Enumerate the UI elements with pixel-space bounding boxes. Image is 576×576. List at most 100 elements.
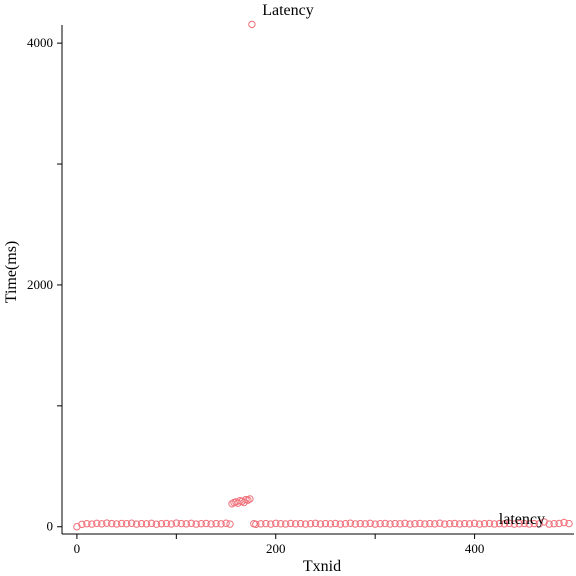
data-point	[555, 519, 563, 528]
data-point	[321, 519, 330, 528]
data-point	[356, 519, 364, 528]
data-point	[331, 519, 340, 528]
x-tick-label: 0	[74, 541, 81, 556]
data-point	[127, 519, 136, 527]
data-point	[296, 519, 305, 528]
data-point	[510, 520, 519, 528]
data-point	[525, 520, 533, 528]
data-point	[341, 520, 350, 528]
data-point	[565, 519, 573, 528]
data-point	[226, 520, 234, 528]
data-point	[470, 519, 479, 528]
data-point	[455, 520, 464, 528]
data-point	[336, 520, 345, 528]
data-point	[108, 519, 116, 528]
data-point	[411, 520, 419, 528]
y-tick-label: 4000	[27, 35, 53, 50]
data-point	[381, 519, 389, 528]
legend-entry-latency: latency	[499, 511, 545, 528]
data-point	[117, 519, 126, 528]
data-point	[441, 520, 449, 528]
data-point	[162, 519, 171, 528]
data-point	[351, 520, 359, 528]
data-point	[500, 520, 509, 528]
data-point	[396, 520, 404, 528]
axes: 0 2000 4000 0 200 400	[27, 25, 574, 556]
data-point	[83, 520, 91, 528]
data-point	[177, 519, 186, 528]
data-point	[217, 520, 225, 528]
data-point	[262, 519, 270, 528]
x-tick-label: 400	[465, 541, 485, 556]
y-tick-label: 0	[47, 519, 54, 534]
data-point	[132, 520, 141, 528]
data-point	[361, 520, 369, 528]
data-point	[182, 520, 190, 528]
data-point	[465, 520, 474, 528]
data-point	[301, 520, 310, 528]
data-point	[416, 519, 424, 528]
data-point	[421, 520, 429, 528]
data-point	[401, 519, 409, 528]
data-point	[246, 495, 254, 503]
data-point	[122, 520, 131, 528]
data-point	[346, 519, 355, 527]
data-point	[152, 520, 161, 528]
y-tick-label: 2000	[27, 277, 53, 292]
data-point	[277, 520, 285, 528]
data-point	[475, 520, 484, 528]
data-point	[386, 520, 394, 528]
data-point	[550, 520, 558, 528]
data-point	[207, 520, 215, 528]
data-point	[485, 519, 494, 528]
data-point	[286, 519, 295, 528]
data-point	[272, 519, 280, 528]
data-point	[187, 519, 195, 528]
data-point	[98, 520, 106, 528]
data-point	[244, 496, 252, 504]
data-point	[192, 520, 200, 528]
data-point	[103, 519, 111, 527]
data-point	[316, 520, 325, 528]
data-point	[371, 520, 379, 528]
data-point	[252, 520, 260, 529]
data-point	[257, 520, 265, 528]
data-point	[505, 519, 514, 528]
data-point	[446, 520, 454, 528]
data-point	[376, 520, 384, 528]
data-point	[391, 519, 399, 528]
data-point	[137, 519, 146, 528]
data-point	[495, 519, 504, 528]
data-point	[93, 519, 101, 528]
data-point	[222, 519, 230, 527]
y-axis-label: Time(ms)	[3, 241, 20, 304]
data-point	[490, 520, 499, 528]
data-point	[147, 519, 156, 528]
data-point	[248, 20, 256, 29]
data-point	[520, 519, 528, 528]
data-point	[540, 518, 548, 526]
data-point	[212, 519, 220, 528]
data-point	[142, 520, 151, 528]
data-point	[560, 518, 568, 527]
data-point	[197, 520, 205, 528]
data-point	[311, 519, 320, 528]
data-point	[426, 519, 434, 528]
data-point	[530, 519, 538, 528]
data-point	[515, 520, 524, 528]
chart-title: Latency	[262, 2, 314, 19]
data-point	[291, 520, 300, 528]
data-point	[167, 520, 176, 528]
data-point	[112, 520, 121, 528]
data-point	[460, 519, 469, 528]
x-axis-label: Txnid	[303, 558, 341, 575]
x-tick-label: 200	[266, 541, 286, 556]
data-point	[535, 520, 543, 528]
data-point	[451, 519, 459, 528]
data-point	[78, 520, 86, 529]
data-point	[88, 520, 96, 528]
data-point	[436, 519, 444, 527]
data-point	[480, 520, 489, 528]
